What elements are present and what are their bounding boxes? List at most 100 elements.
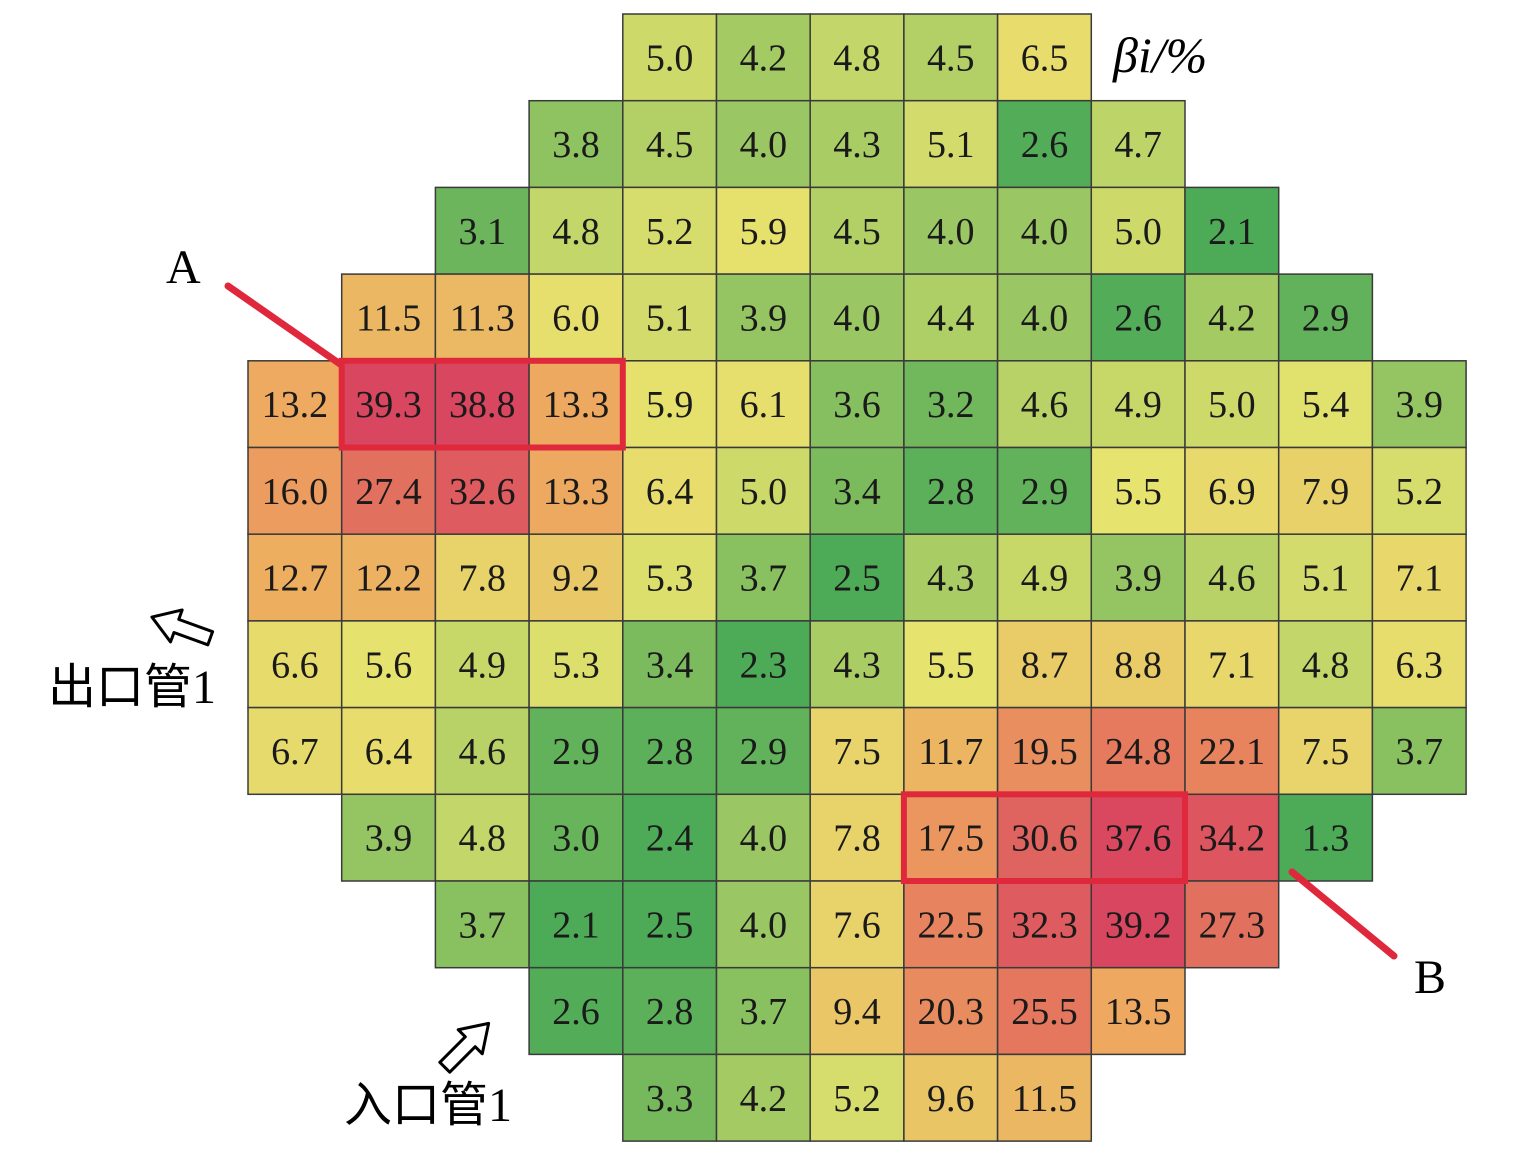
cell-value-label: 11.3 [450, 297, 515, 339]
cell-value-label: 4.3 [833, 124, 881, 166]
cell-value-label: 7.6 [833, 904, 881, 946]
heatmap-cell [622, 13, 718, 102]
cell-value-label: 2.1 [552, 904, 600, 946]
cell-value-label: 27.4 [355, 471, 422, 513]
heatmap-cell [434, 793, 530, 882]
heatmap-cell [528, 620, 624, 709]
cell-value-label: 4.0 [1021, 297, 1069, 339]
heatmap-cell [996, 186, 1093, 275]
cell-value-label: 2.6 [1114, 297, 1162, 339]
heatmap-cell [1277, 793, 1374, 882]
heatmap-cell [340, 620, 437, 709]
cell-value-label: 5.0 [1208, 384, 1256, 426]
cell-value-label: 4.0 [833, 297, 881, 339]
cell-value-label: 4.0 [740, 818, 788, 860]
heatmap-cell [622, 446, 718, 535]
cell-value-label: 32.6 [449, 471, 516, 513]
heatmap-cells [247, 13, 1467, 1142]
cell-value-label: 13.5 [1105, 991, 1172, 1033]
cell-value-label: 5.5 [1114, 471, 1162, 513]
outlet-pipe-label: 出口管1 [48, 661, 217, 714]
cell-value-label: 6.1 [740, 384, 788, 426]
heatmap-cell [1371, 360, 1467, 449]
cell-value-label: 5.1 [1302, 558, 1350, 600]
cell-value-label: 39.2 [1105, 904, 1172, 946]
heatmap-cell [247, 706, 343, 796]
cell-value-label: 4.4 [927, 297, 975, 339]
heatmap-cell [247, 620, 343, 709]
cell-value-label: 2.1 [1208, 211, 1256, 253]
cell-value-label: 9.4 [833, 991, 881, 1033]
cell-value-label: 4.0 [927, 211, 975, 253]
heatmap-cell [903, 360, 999, 449]
heatmap-cell [1090, 706, 1186, 796]
heatmap-cell [903, 446, 999, 535]
heatmap-cell [1184, 706, 1280, 796]
cell-value-label: 5.1 [927, 124, 975, 166]
cell-value-label: 4.3 [833, 644, 881, 686]
heatmap-cell [903, 793, 999, 882]
cell-value-label: 6.4 [365, 731, 413, 773]
heatmap-cell [434, 446, 530, 535]
heatmap-cell [1184, 273, 1280, 362]
cell-value-label: 5.3 [552, 644, 600, 686]
heatmap-cell [434, 620, 530, 709]
cell-value-label: 7.8 [459, 558, 507, 600]
cell-value-label: 6.3 [1396, 644, 1444, 686]
inlet-pipe-label: 入口管1 [344, 1079, 513, 1132]
cell-value-label: 2.9 [552, 731, 600, 773]
heatmap-cell [903, 533, 999, 622]
cell-value-label: 2.9 [740, 731, 788, 773]
heatmap-cell [1184, 186, 1280, 275]
cell-value-label: 27.3 [1199, 904, 1266, 946]
heatmap-cell [996, 273, 1093, 362]
heatmap-cell [903, 966, 999, 1056]
cell-value-label: 11.7 [918, 731, 983, 773]
heatmap-cell [1277, 706, 1374, 796]
cell-value-label: 24.8 [1105, 731, 1172, 773]
cell-value-label: 7.1 [1396, 558, 1444, 600]
heatmap-cell [809, 13, 905, 102]
inlet-arrow-icon [438, 1021, 491, 1074]
cell-value-label: 4.9 [459, 644, 507, 686]
heatmap-cell [434, 273, 530, 362]
heatmap-cell [1184, 360, 1280, 449]
cell-value-label: 13.3 [543, 384, 610, 426]
cell-value-label: 38.8 [449, 384, 516, 426]
heatmap-cell [715, 446, 811, 535]
heatmap-cell [809, 186, 905, 275]
cell-value-label: 13.3 [543, 471, 610, 513]
heatmap-cell [715, 13, 811, 102]
cell-value-label: 20.3 [918, 991, 985, 1033]
cell-value-label: 4.2 [740, 1078, 788, 1120]
annotations [150, 282, 1398, 1074]
heatmap-cell [903, 186, 999, 275]
cell-value-label: 2.6 [552, 991, 600, 1033]
cell-value-label: 11.5 [356, 297, 421, 339]
heatmap-cell [996, 446, 1093, 535]
highlight-boxes [338, 357, 1189, 884]
cell-value-label: 9.2 [552, 558, 600, 600]
cell-value-label: 5.3 [646, 558, 694, 600]
heatmap-cell [809, 966, 905, 1056]
cell-value-label: 3.9 [1114, 558, 1162, 600]
cell-value-label: 39.3 [355, 384, 422, 426]
heatmap-cell [809, 880, 905, 969]
heatmap-cell [809, 793, 905, 882]
cell-value-label: 4.5 [833, 211, 881, 253]
heatmap-cell [996, 533, 1093, 622]
cell-value-label: 4.2 [1208, 297, 1256, 339]
cell-value-label: 5.5 [927, 644, 975, 686]
heatmap-cell [996, 880, 1093, 969]
heatmap-cell [715, 186, 811, 275]
heatmap-cell [528, 793, 624, 882]
cell-value-label: 3.9 [740, 297, 788, 339]
heatmap-cell [715, 533, 811, 622]
heatmap-cell [340, 273, 437, 362]
heatmap-cell [1184, 446, 1280, 535]
cell-value-label: 22.5 [918, 904, 985, 946]
heatmap-cell [1371, 620, 1467, 709]
cell-value-label: 5.2 [646, 211, 694, 253]
heatmap-cell [809, 706, 905, 796]
